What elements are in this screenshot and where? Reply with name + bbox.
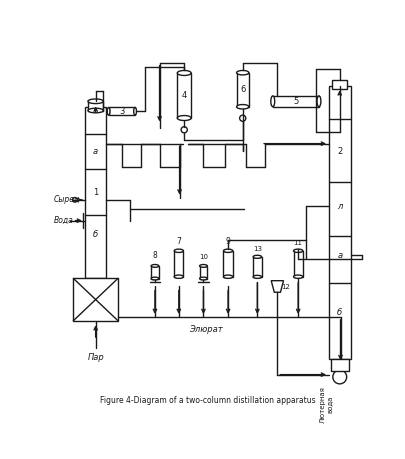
Ellipse shape [174, 249, 183, 252]
Circle shape [239, 115, 245, 121]
Ellipse shape [316, 96, 320, 106]
Ellipse shape [107, 107, 110, 115]
Ellipse shape [88, 108, 103, 113]
Ellipse shape [177, 116, 191, 121]
Ellipse shape [199, 264, 207, 267]
Circle shape [72, 197, 77, 202]
Ellipse shape [133, 107, 136, 115]
Bar [174, 251, 183, 277]
Text: 4: 4 [181, 91, 186, 100]
Text: 3: 3 [119, 107, 124, 116]
Text: 11: 11 [293, 240, 302, 246]
Text: 5: 5 [292, 97, 298, 106]
Circle shape [332, 370, 346, 384]
Text: Пар: Пар [87, 353, 104, 362]
Bar [151, 266, 158, 279]
Polygon shape [271, 281, 283, 292]
Text: 9: 9 [225, 237, 230, 246]
Bar [252, 257, 261, 277]
Text: Figure 4-Diagram of a two-column distillation apparatus: Figure 4-Diagram of a two-column distill… [100, 396, 315, 405]
Ellipse shape [199, 277, 207, 280]
Text: Вода: Вода [53, 216, 73, 225]
Bar [328, 86, 350, 359]
Text: Лютерная
вода: Лютерная вода [319, 386, 332, 423]
Text: 6: 6 [239, 85, 245, 94]
Ellipse shape [236, 105, 248, 109]
Bar [73, 278, 118, 321]
Ellipse shape [293, 249, 302, 252]
Ellipse shape [223, 275, 232, 278]
Bar [223, 251, 232, 277]
Text: л: л [336, 202, 341, 211]
Text: Элюрат: Элюрат [188, 325, 222, 334]
Bar [330, 359, 348, 371]
Ellipse shape [151, 264, 158, 267]
Bar [85, 107, 106, 278]
Text: Сырец: Сырец [53, 196, 79, 204]
Text: 12: 12 [281, 284, 290, 290]
Text: 10: 10 [198, 254, 207, 260]
Bar [199, 266, 207, 279]
Ellipse shape [252, 255, 261, 258]
Text: 13: 13 [252, 246, 261, 252]
Text: 2: 2 [336, 147, 341, 156]
Ellipse shape [293, 275, 302, 278]
Ellipse shape [270, 96, 274, 106]
Bar [272, 96, 318, 106]
Ellipse shape [151, 277, 158, 280]
Text: 1: 1 [93, 188, 98, 196]
Ellipse shape [236, 71, 248, 75]
Text: a: a [336, 251, 341, 260]
Bar [293, 251, 302, 277]
Ellipse shape [252, 275, 261, 278]
Bar [177, 73, 191, 118]
Ellipse shape [88, 99, 103, 104]
Bar [88, 101, 103, 111]
Ellipse shape [223, 249, 232, 252]
Text: б: б [93, 230, 98, 239]
Bar [108, 107, 135, 115]
Text: a: a [93, 147, 98, 156]
Ellipse shape [177, 71, 191, 75]
Text: 8: 8 [152, 251, 157, 260]
Text: 7: 7 [176, 237, 181, 246]
Text: б: б [336, 308, 341, 317]
Circle shape [181, 127, 187, 133]
Bar [236, 73, 248, 107]
Ellipse shape [174, 275, 183, 278]
Bar [331, 80, 347, 89]
